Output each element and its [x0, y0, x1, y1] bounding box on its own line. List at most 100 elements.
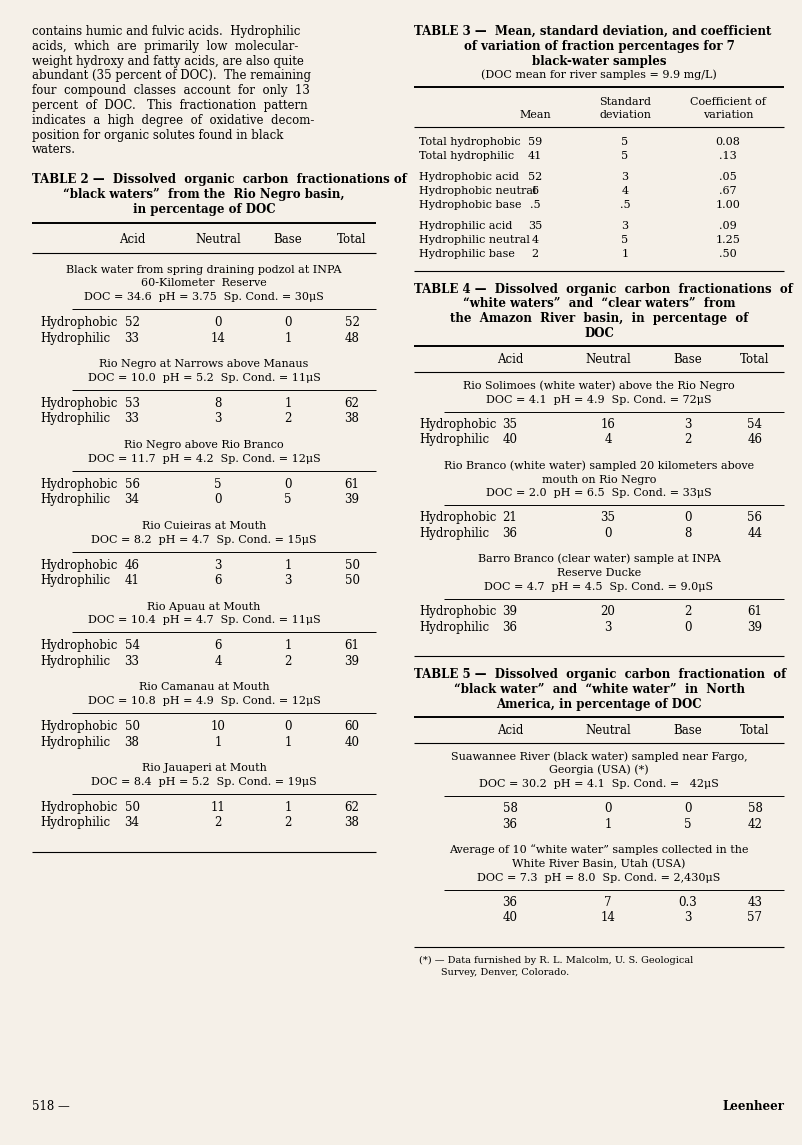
- Text: mouth on Rio Negro: mouth on Rio Negro: [542, 475, 656, 484]
- Text: 1: 1: [285, 397, 292, 410]
- Text: 58: 58: [747, 803, 763, 815]
- Text: Hydrophilic: Hydrophilic: [40, 816, 110, 829]
- Text: TABLE 5 —  Dissolved  organic  carbon  fractionation  of: TABLE 5 — Dissolved organic carbon fract…: [414, 668, 786, 681]
- Text: 5: 5: [622, 151, 629, 160]
- Text: Hydrophilic: Hydrophilic: [40, 412, 110, 426]
- Text: 34: 34: [124, 816, 140, 829]
- Text: 3: 3: [684, 418, 692, 431]
- Text: Rio Branco (white water) sampled 20 kilometers above: Rio Branco (white water) sampled 20 kilo…: [444, 460, 754, 471]
- Text: 3: 3: [604, 621, 612, 633]
- Text: 5: 5: [684, 818, 692, 831]
- Text: 41: 41: [124, 574, 140, 587]
- Text: 59: 59: [528, 137, 542, 147]
- Text: Base: Base: [273, 232, 302, 245]
- Text: 2: 2: [285, 655, 292, 668]
- Text: 21: 21: [503, 512, 517, 524]
- Text: “black water”  and  “white water”  in  North: “black water” and “white water” in North: [453, 682, 744, 696]
- Text: 33: 33: [124, 332, 140, 345]
- Text: 40: 40: [345, 736, 359, 749]
- Text: Mean: Mean: [519, 110, 551, 120]
- Text: Georgia (USA) (*): Georgia (USA) (*): [549, 765, 649, 775]
- Text: 52: 52: [345, 316, 359, 330]
- Text: 0: 0: [684, 512, 692, 524]
- Text: Hydrophilic: Hydrophilic: [419, 527, 489, 540]
- Text: 34: 34: [124, 493, 140, 506]
- Text: 62: 62: [345, 802, 359, 814]
- Text: Survey, Denver, Colorado.: Survey, Denver, Colorado.: [419, 969, 569, 977]
- Text: 20: 20: [601, 605, 615, 618]
- Text: Black water from spring draining podzol at INPA: Black water from spring draining podzol …: [67, 264, 342, 275]
- Text: 60: 60: [345, 720, 359, 733]
- Text: Rio Camanau at Mouth: Rio Camanau at Mouth: [139, 682, 269, 693]
- Text: DOC = 10.4  pH = 4.7  Sp. Cond. = 11μS: DOC = 10.4 pH = 4.7 Sp. Cond. = 11μS: [87, 615, 320, 625]
- Text: 14: 14: [211, 332, 225, 345]
- Text: 1: 1: [285, 736, 292, 749]
- Text: 46: 46: [124, 559, 140, 571]
- Text: deviation: deviation: [599, 110, 651, 120]
- Text: 38: 38: [345, 816, 359, 829]
- Text: (*) — Data furnished by R. L. Malcolm, U. S. Geological: (*) — Data furnished by R. L. Malcolm, U…: [419, 956, 693, 965]
- Text: 2: 2: [214, 816, 221, 829]
- Text: 0: 0: [284, 316, 292, 330]
- Text: 35: 35: [503, 418, 517, 431]
- Text: 46: 46: [747, 433, 763, 447]
- Text: 0: 0: [684, 621, 692, 633]
- Text: DOC = 7.3  pH = 8.0  Sp. Cond. = 2,430μS: DOC = 7.3 pH = 8.0 Sp. Cond. = 2,430μS: [477, 872, 721, 883]
- Text: 1.25: 1.25: [715, 235, 740, 245]
- Text: 2: 2: [532, 248, 539, 259]
- Text: Hydrophilic acid: Hydrophilic acid: [419, 221, 512, 231]
- Text: four  compound  classes  account  for  only  13: four compound classes account for only 1…: [32, 85, 310, 97]
- Text: 0: 0: [214, 316, 221, 330]
- Text: DOC = 11.7  pH = 4.2  Sp. Cond. = 12μS: DOC = 11.7 pH = 4.2 Sp. Cond. = 12μS: [87, 453, 320, 464]
- Text: 0: 0: [284, 720, 292, 733]
- Text: DOC = 4.1  pH = 4.9  Sp. Cond. = 72μS: DOC = 4.1 pH = 4.9 Sp. Cond. = 72μS: [486, 395, 712, 405]
- Text: Base: Base: [674, 353, 703, 366]
- Text: 5: 5: [284, 493, 292, 506]
- Text: 52: 52: [124, 316, 140, 330]
- Text: abundant (35 percent of DOC).  The remaining: abundant (35 percent of DOC). The remain…: [32, 70, 311, 82]
- Text: 39: 39: [345, 655, 359, 668]
- Text: 38: 38: [345, 412, 359, 426]
- Text: Leenheer: Leenheer: [722, 1100, 784, 1113]
- Text: 518 —: 518 —: [32, 1100, 70, 1113]
- Text: Hydrophobic base: Hydrophobic base: [419, 200, 521, 210]
- Text: 39: 39: [503, 605, 517, 618]
- Text: 2: 2: [285, 412, 292, 426]
- Text: Hydrophobic: Hydrophobic: [40, 477, 117, 491]
- Text: Suawannee River (black water) sampled near Fargo,: Suawannee River (black water) sampled ne…: [451, 751, 747, 761]
- Text: 1: 1: [285, 802, 292, 814]
- Text: Hydrophilic: Hydrophilic: [40, 493, 110, 506]
- Text: 1: 1: [622, 248, 629, 259]
- Text: 39: 39: [345, 493, 359, 506]
- Text: 50: 50: [124, 802, 140, 814]
- Text: 61: 61: [345, 639, 359, 653]
- Text: DOC = 34.6  pH = 3.75  Sp. Cond. = 30μS: DOC = 34.6 pH = 3.75 Sp. Cond. = 30μS: [84, 292, 324, 302]
- Text: 52: 52: [528, 172, 542, 182]
- Text: 4: 4: [622, 185, 629, 196]
- Text: Hydrophobic: Hydrophobic: [419, 605, 496, 618]
- Text: 62: 62: [345, 397, 359, 410]
- Text: 2: 2: [684, 605, 691, 618]
- Text: Hydrophilic: Hydrophilic: [40, 655, 110, 668]
- Text: Acid: Acid: [496, 724, 523, 736]
- Text: 54: 54: [124, 639, 140, 653]
- Text: 36: 36: [503, 818, 517, 831]
- Text: 1: 1: [285, 639, 292, 653]
- Text: DOC: DOC: [584, 327, 614, 340]
- Text: percent  of  DOC.   This  fractionation  pattern: percent of DOC. This fractionation patte…: [32, 98, 308, 112]
- Text: the  Amazon  River  basin,  in  percentage  of: the Amazon River basin, in percentage of: [450, 313, 748, 325]
- Text: 0: 0: [604, 527, 612, 540]
- Text: Hydrophobic: Hydrophobic: [419, 512, 496, 524]
- Text: 1: 1: [285, 332, 292, 345]
- Text: White River Basin, Utah (USA): White River Basin, Utah (USA): [512, 859, 686, 869]
- Text: black-water samples: black-water samples: [532, 55, 666, 68]
- Text: Hydrophobic: Hydrophobic: [40, 720, 117, 733]
- Text: Rio Apuau at Mouth: Rio Apuau at Mouth: [148, 601, 261, 611]
- Text: Total: Total: [338, 232, 367, 245]
- Text: 1: 1: [605, 818, 612, 831]
- Text: indicates  a  high  degree  of  oxidative  decom-: indicates a high degree of oxidative dec…: [32, 113, 314, 127]
- Text: 35: 35: [601, 512, 615, 524]
- Text: 44: 44: [747, 527, 763, 540]
- Text: position for organic solutes found in black: position for organic solutes found in bl…: [32, 128, 283, 142]
- Text: 36: 36: [503, 895, 517, 909]
